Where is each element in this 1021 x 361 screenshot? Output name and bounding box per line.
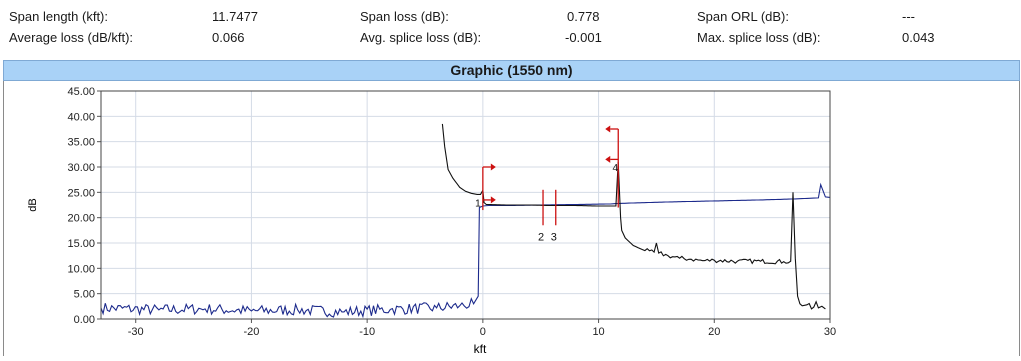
x-tick-label: -10 [359, 326, 375, 338]
span-length-value: 11.7477 [212, 9, 259, 24]
average-loss-label: Average loss (dB/kft): [9, 30, 134, 45]
event-marker-label: 1 [475, 199, 481, 210]
x-tick-label: 20 [708, 326, 720, 338]
y-tick-label: 40.00 [67, 111, 95, 123]
event-marker-label: 2 [538, 231, 544, 243]
x-tick-label: -30 [128, 326, 144, 338]
y-axis-label: dB [27, 198, 39, 211]
span-length-label: Span length (kft): [9, 9, 108, 24]
y-tick-label: 20.00 [67, 213, 95, 225]
y-tick-label: 0.00 [74, 314, 95, 326]
x-tick-label: -20 [243, 326, 259, 338]
summary-panel: Span length (kft): 11.7477 Average loss … [0, 0, 1021, 56]
graphic-panel-header: Graphic (1550 nm) [3, 60, 1020, 81]
span-orl-value: --- [902, 9, 915, 24]
y-tick-label: 5.00 [74, 289, 95, 301]
y-tick-label: 15.00 [67, 238, 95, 250]
x-tick-label: 30 [824, 326, 836, 338]
event-marker-arrow [605, 155, 611, 163]
avg-splice-loss-label: Avg. splice loss (dB): [360, 30, 482, 45]
reference-trace-line [100, 182, 831, 319]
plot-background [101, 91, 830, 319]
x-axis-label: kft [474, 342, 487, 356]
y-tick-label: 10.00 [67, 263, 95, 275]
event-marker-arrow [605, 125, 611, 133]
graphic-panel-title: Graphic (1550 nm) [450, 62, 573, 78]
y-tick-label: 25.00 [67, 187, 95, 199]
series-layer [100, 123, 831, 319]
axes: 0.005.0010.0015.0020.0025.0030.0035.0040… [67, 86, 836, 338]
x-tick-label: 10 [592, 326, 604, 338]
average-loss-value: 0.066 [212, 30, 245, 45]
event-marker-label: 3 [551, 231, 557, 243]
span-orl-label: Span ORL (dB): [697, 9, 790, 24]
span-loss-label: Span loss (dB): [360, 9, 449, 24]
event-markers: 1 2 3 4 [475, 125, 619, 243]
max-splice-loss-value: 0.043 [902, 30, 935, 45]
span-loss-value: 0.778 [567, 9, 600, 24]
otdr-trace-chart[interactable]: 1 2 3 4 0.00 5.00 10.00 15.00 20.00 25.00 30.00 35… [4, 81, 1019, 356]
grid-lines [101, 90, 831, 320]
y-tick-label: 30.00 [67, 162, 95, 174]
x-tick-label: 0 [480, 326, 486, 338]
event-marker-arrow [490, 196, 496, 204]
event-marker-label: 4 [612, 163, 618, 174]
plot-frame [100, 90, 831, 320]
otdr-trace-line [441, 123, 826, 310]
event-marker-arrow [490, 163, 496, 171]
max-splice-loss-label: Max. splice loss (dB): [697, 30, 821, 45]
y-tick-label: 35.00 [67, 137, 95, 149]
y-tick-label: 45.00 [67, 86, 95, 98]
avg-splice-loss-value: -0.001 [565, 30, 602, 45]
